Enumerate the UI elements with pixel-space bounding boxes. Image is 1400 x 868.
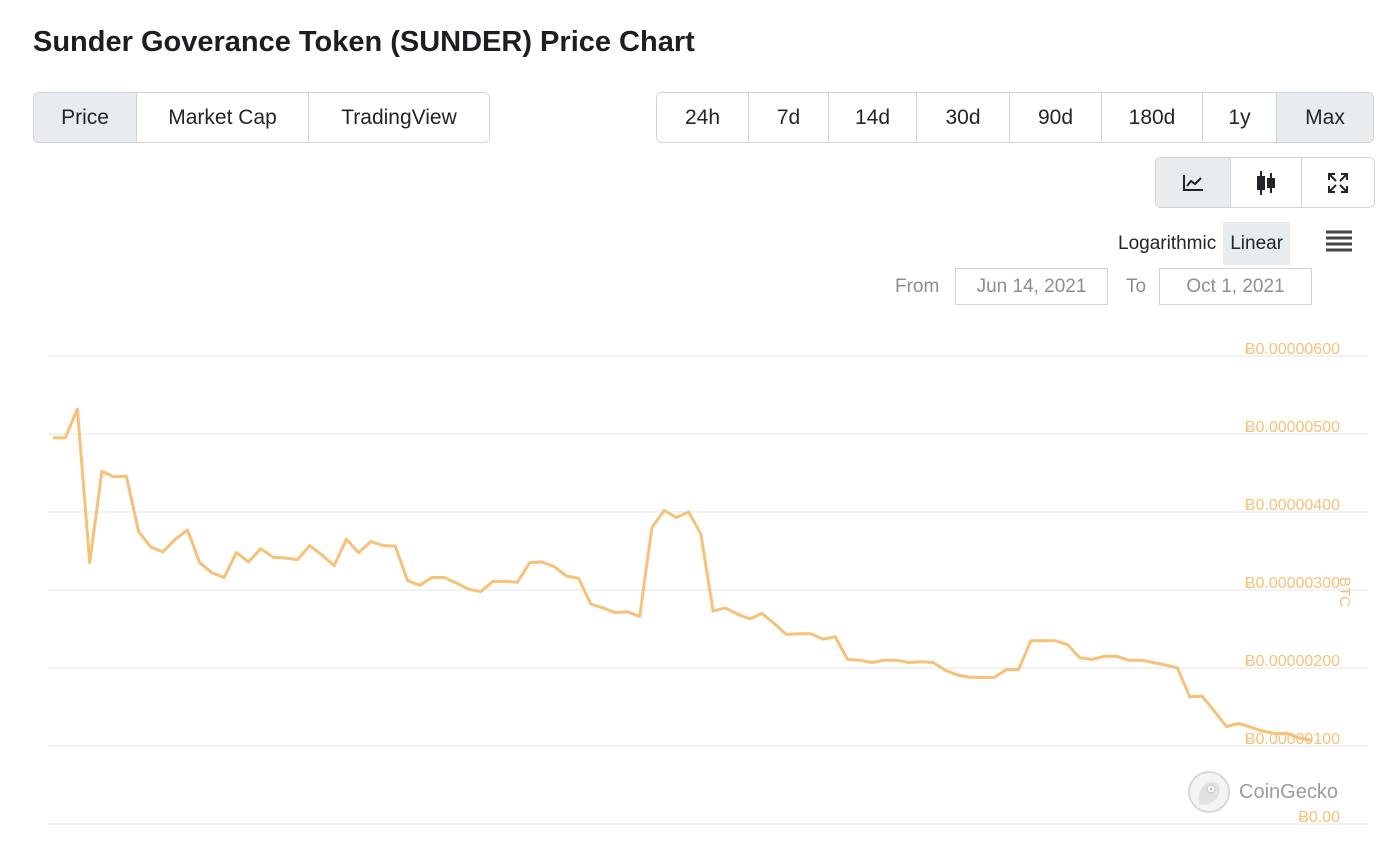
y-tick-label: Ƀ0.00000600 xyxy=(1245,341,1340,358)
scale-options: Logarithmic Linear xyxy=(1111,222,1291,265)
range-24h-button[interactable]: 24h xyxy=(657,93,749,142)
gecko-logo-icon xyxy=(1188,771,1230,813)
grid-lines xyxy=(48,355,1368,825)
coingecko-watermark: CoinGecko xyxy=(1187,770,1338,814)
to-date-input[interactable]: Oct 1, 2021 xyxy=(1159,268,1312,305)
tab-tradingview[interactable]: TradingView xyxy=(309,93,489,142)
range-30d-button[interactable]: 30d xyxy=(917,93,1010,142)
chart-type-tabs: Price Market Cap TradingView xyxy=(33,92,490,143)
price-line xyxy=(53,407,1313,742)
range-90d-button[interactable]: 90d xyxy=(1010,93,1102,142)
price-chart: Ƀ0.00 Ƀ0.00000100 Ƀ0.00000200 Ƀ0.00000300 Ƀ0… xyxy=(48,341,1368,826)
linear-option[interactable]: Linear xyxy=(1223,222,1291,265)
tab-market-cap[interactable]: Market Cap xyxy=(137,93,309,142)
line-chart-icon xyxy=(1183,174,1203,191)
range-14d-button[interactable]: 14d xyxy=(829,93,917,142)
tab-price[interactable]: Price xyxy=(34,93,137,142)
from-label: From xyxy=(895,276,940,297)
y-tick-label: Ƀ0.00 xyxy=(1298,809,1340,826)
y-tick-label: Ƀ0.00000200 xyxy=(1245,653,1340,670)
to-label: To xyxy=(1126,276,1147,297)
from-date-input[interactable]: Jun 14, 2021 xyxy=(955,268,1108,305)
candlestick-button[interactable] xyxy=(1231,158,1302,207)
logarithmic-option[interactable]: Logarithmic xyxy=(1118,232,1217,254)
time-range-selector: 24h 7d 14d 30d 90d 180d 1y Max xyxy=(656,92,1374,143)
hamburger-menu-icon[interactable] xyxy=(1325,228,1353,252)
expand-icon xyxy=(1328,172,1348,193)
y-tick-label: Ƀ0.00000100 xyxy=(1245,731,1340,748)
candlestick-icon xyxy=(1257,170,1275,195)
range-max-button[interactable]: Max xyxy=(1277,93,1373,142)
y-tick-label: Ƀ0.00000400 xyxy=(1245,497,1340,514)
fullscreen-button[interactable] xyxy=(1302,158,1374,207)
line-chart-button[interactable] xyxy=(1156,158,1231,207)
y-axis-title: BTC xyxy=(1336,577,1353,607)
page-title: Sunder Goverance Token (SUNDER) Price Ch… xyxy=(33,26,695,58)
range-1y-button[interactable]: 1y xyxy=(1203,93,1277,142)
y-axis-ticks: Ƀ0.00 Ƀ0.00000100 Ƀ0.00000200 Ƀ0.00000300 Ƀ0… xyxy=(1245,341,1340,826)
range-180d-button[interactable]: 180d xyxy=(1102,93,1203,142)
price-series xyxy=(53,407,1313,742)
range-7d-button[interactable]: 7d xyxy=(749,93,829,142)
chart-view-selector xyxy=(1155,157,1375,208)
y-tick-label: Ƀ0.00000500 xyxy=(1245,419,1340,436)
y-tick-label: Ƀ0.00000300 xyxy=(1245,575,1340,592)
watermark-text: CoinGecko xyxy=(1239,780,1338,803)
